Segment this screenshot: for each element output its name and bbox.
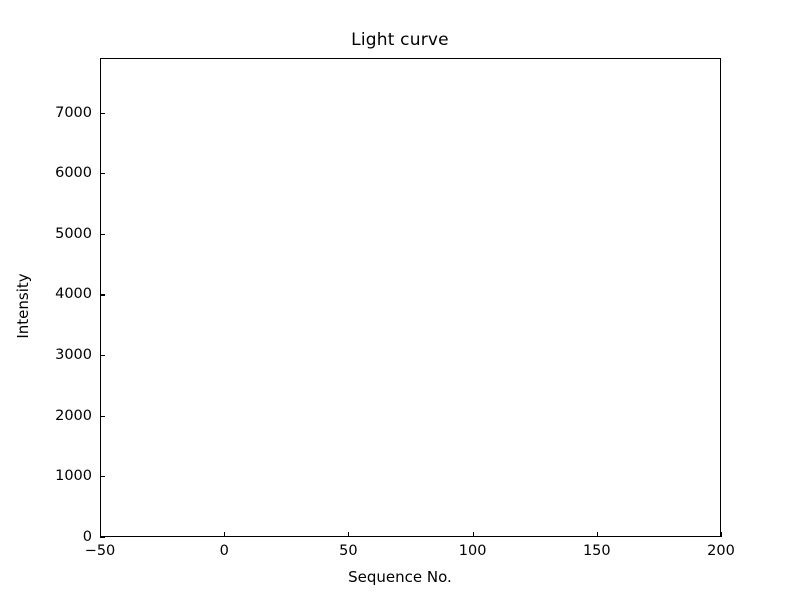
y-tick-label: 6000	[55, 165, 92, 182]
y-tick-label: 7000	[55, 104, 92, 121]
x-tick-label: 100	[458, 543, 487, 559]
y-tick-label: 2000	[55, 407, 92, 424]
x-tick-mark	[224, 531, 226, 537]
y-tick-mark	[100, 415, 105, 417]
y-tick-mark	[100, 355, 105, 357]
y-tick-label: 5000	[55, 225, 92, 242]
x-tick-mark	[721, 531, 723, 537]
y-tick-mark	[100, 173, 105, 175]
x-tick-label: 150	[582, 543, 611, 559]
x-tick-label: 200	[707, 543, 735, 559]
x-tick-label: −50	[84, 543, 116, 559]
y-tick-mark	[100, 294, 105, 296]
y-tick-label: 3000	[55, 347, 92, 364]
page-title: Light curve	[351, 30, 449, 50]
x-tick-mark	[348, 531, 350, 537]
y-axis-label: Intensity	[14, 273, 32, 339]
y-tick-mark	[100, 112, 105, 114]
x-tick-mark	[472, 531, 474, 537]
x-axis-label: Sequence No.	[348, 568, 452, 586]
y-tick-mark	[100, 233, 105, 235]
y-tick-label: 4000	[55, 286, 92, 303]
y-tick-label: 0	[82, 529, 92, 545]
axes-frame	[100, 58, 721, 537]
x-tick-mark	[100, 531, 102, 537]
y-tick-mark	[100, 537, 105, 539]
y-tick-mark	[100, 476, 105, 478]
x-tick-mark	[596, 531, 598, 537]
y-tick-label: 1000	[55, 468, 92, 485]
x-tick-label: 0	[219, 543, 229, 559]
x-tick-label: 50	[339, 543, 358, 559]
